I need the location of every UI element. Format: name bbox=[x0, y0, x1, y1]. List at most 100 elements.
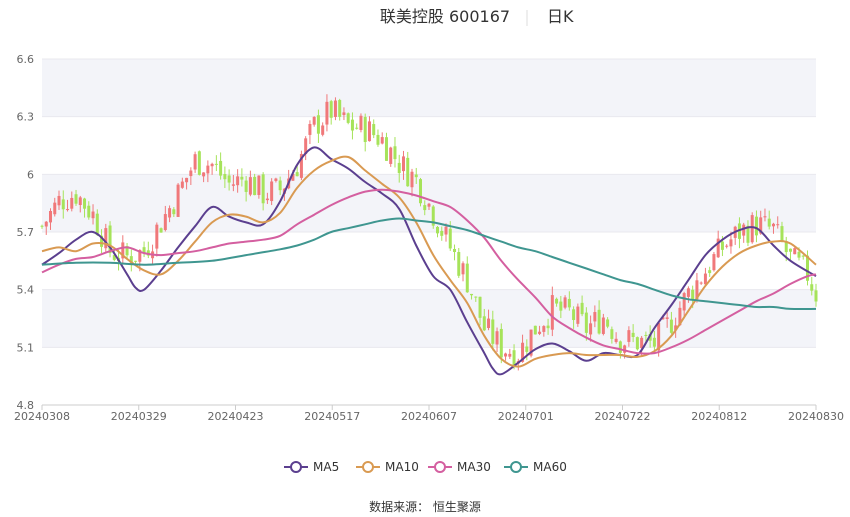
candle-body bbox=[512, 350, 516, 367]
candle-body bbox=[593, 312, 597, 322]
candle-body bbox=[138, 250, 142, 262]
candle-body bbox=[444, 226, 448, 235]
candle-body bbox=[342, 112, 346, 115]
candle-body bbox=[720, 241, 724, 250]
candle-body bbox=[725, 245, 729, 247]
candle-body bbox=[533, 325, 537, 335]
candle-body bbox=[112, 255, 116, 260]
candle-body bbox=[295, 172, 299, 177]
candle-body bbox=[754, 216, 758, 236]
candle-body bbox=[427, 203, 431, 207]
y-axis: 4.8 5.1 5.4 5.7 6 6.3 6.6 bbox=[17, 53, 35, 412]
candle-body bbox=[576, 306, 580, 324]
candle-body bbox=[291, 173, 295, 181]
candle-body bbox=[788, 248, 792, 252]
candle-body bbox=[189, 170, 193, 177]
candle-body bbox=[155, 224, 159, 249]
candle-body bbox=[185, 177, 189, 183]
candle-body bbox=[652, 337, 656, 347]
legend-marker-ma5 bbox=[290, 461, 302, 473]
grid-band bbox=[42, 289, 816, 348]
candle-body bbox=[265, 198, 269, 201]
candle-body bbox=[559, 301, 563, 311]
candle-body bbox=[546, 325, 550, 329]
candle-body bbox=[623, 345, 627, 353]
candle-body bbox=[104, 228, 108, 249]
candle-body bbox=[703, 273, 707, 285]
candle-body bbox=[91, 211, 95, 219]
candle-body bbox=[57, 195, 61, 206]
candle-body bbox=[708, 270, 712, 274]
candle-body bbox=[529, 329, 533, 356]
candle-body bbox=[584, 312, 588, 333]
candle-body bbox=[465, 263, 469, 293]
candle-body bbox=[61, 199, 65, 210]
period-label: 日K bbox=[547, 7, 574, 26]
candle-body bbox=[333, 100, 337, 117]
candle-body bbox=[746, 225, 750, 243]
candle-body bbox=[631, 332, 635, 338]
y-tick-label: 6.6 bbox=[17, 53, 35, 66]
candle-body bbox=[261, 174, 265, 204]
candle-body bbox=[495, 331, 499, 345]
candle-body bbox=[665, 317, 669, 319]
candle-body bbox=[542, 326, 546, 332]
candle-body bbox=[308, 123, 312, 135]
candle-body bbox=[550, 295, 554, 330]
legend-marker-ma60 bbox=[510, 461, 522, 473]
candle-body bbox=[491, 319, 495, 344]
x-tick-label: 20240607 bbox=[401, 410, 457, 423]
candle-body bbox=[346, 113, 350, 123]
candle-body bbox=[657, 322, 661, 351]
candle-body bbox=[440, 230, 444, 236]
chart-title: 联美控股 600167 bbox=[380, 7, 510, 26]
candle-body bbox=[163, 214, 167, 231]
x-tick-label: 20240830 bbox=[788, 410, 844, 423]
candle-body bbox=[66, 209, 70, 211]
candle-body bbox=[521, 342, 525, 362]
candle-body bbox=[299, 153, 303, 178]
candle-body bbox=[355, 127, 359, 129]
candle-body bbox=[555, 298, 559, 304]
x-tick-label: 20240329 bbox=[111, 410, 167, 423]
candle-body bbox=[129, 256, 133, 265]
candle-body bbox=[406, 157, 410, 187]
candle-body bbox=[780, 226, 784, 241]
candle-body bbox=[248, 177, 252, 195]
candle-body bbox=[606, 319, 610, 327]
candle-body bbox=[53, 202, 57, 215]
candle-body bbox=[100, 235, 104, 247]
candle-body bbox=[142, 247, 146, 253]
grid-band bbox=[42, 347, 816, 405]
candle-body bbox=[797, 251, 801, 258]
candle-body bbox=[401, 156, 405, 172]
candle-body bbox=[210, 163, 214, 167]
candle-body bbox=[312, 116, 316, 125]
x-tick-label: 20240517 bbox=[304, 410, 360, 423]
x-tick-label: 20240722 bbox=[595, 410, 651, 423]
candle-body bbox=[316, 115, 320, 134]
candle-body bbox=[414, 174, 418, 178]
candle-body bbox=[640, 337, 644, 349]
legend-marker-ma30 bbox=[434, 461, 446, 473]
candle-body bbox=[589, 323, 593, 335]
grid-band bbox=[42, 59, 816, 117]
candle-body bbox=[95, 213, 99, 236]
candle-body bbox=[482, 316, 486, 331]
candle-body bbox=[329, 101, 333, 118]
candle-body bbox=[669, 319, 673, 333]
candle-body bbox=[125, 246, 129, 256]
legend: MA5 MA10 MA30 MA60 bbox=[284, 460, 567, 474]
x-tick-label: 20240812 bbox=[691, 410, 747, 423]
candle-body bbox=[257, 175, 261, 195]
candle-body bbox=[70, 197, 74, 209]
candle-body bbox=[83, 198, 87, 209]
candle-body bbox=[635, 337, 639, 350]
candle-body bbox=[168, 208, 172, 218]
candle-body bbox=[146, 250, 150, 256]
moving-average-lines bbox=[41, 146, 817, 376]
candle-body bbox=[180, 181, 184, 188]
y-tick-label: 5.7 bbox=[17, 226, 35, 239]
candle-body bbox=[763, 216, 767, 218]
candle-body bbox=[627, 330, 631, 342]
